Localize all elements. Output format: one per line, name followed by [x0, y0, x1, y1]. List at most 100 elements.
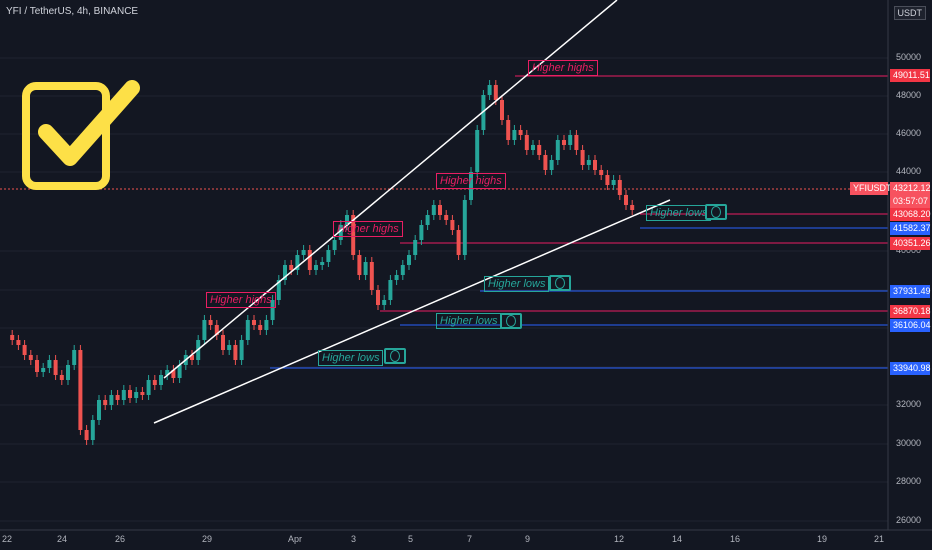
candle-body: [270, 300, 275, 320]
candle-body: [531, 145, 535, 150]
countdown-tag: 03:57:07: [890, 195, 930, 208]
price-label: 44000: [896, 166, 922, 176]
time-label: 5: [408, 534, 414, 544]
higher-lows-label[interactable]: Higher lows: [318, 350, 384, 366]
candle-body: [109, 395, 114, 405]
candle-body: [376, 290, 380, 305]
candle-body: [512, 130, 517, 140]
price-tag: 37931.49: [890, 285, 931, 298]
candle-body: [159, 375, 163, 385]
last-price-tag: 43212.12: [890, 182, 931, 195]
candle-body: [66, 365, 70, 380]
candle-body: [543, 155, 548, 170]
candle-body: [252, 320, 256, 325]
candle-body: [369, 262, 374, 290]
currency-badge[interactable]: USDT: [893, 6, 926, 20]
candle-body: [84, 430, 89, 440]
candle-body: [140, 392, 145, 395]
candle-body: [134, 392, 139, 398]
candle-body: [295, 255, 300, 270]
candle-body: [574, 135, 579, 150]
candle-body: [214, 325, 219, 335]
higher-highs-label[interactable]: Higher highs: [436, 173, 506, 189]
candle-body: [264, 320, 269, 330]
time-label: 3: [351, 534, 357, 544]
candle-body: [518, 130, 523, 135]
candle-body: [314, 265, 318, 270]
price-label: 40000: [896, 245, 922, 255]
candle-body: [227, 345, 232, 350]
symbol-title: YFI / TetherUS, 4h, BINANCE: [6, 6, 139, 17]
candle-body: [357, 255, 362, 275]
candle-body: [289, 265, 294, 270]
higher-highs-label[interactable]: Higher highs: [206, 292, 276, 308]
horizontal-levels: [0, 75, 888, 369]
candle-body: [407, 255, 411, 265]
candle-body: [462, 200, 467, 255]
upper-trendline[interactable]: [163, 0, 618, 379]
time-label: 22: [2, 534, 13, 544]
candle-body: [469, 172, 473, 200]
time-label: 7: [467, 534, 473, 544]
candle-body: [605, 175, 610, 185]
candle-body: [47, 360, 52, 368]
candle-body: [128, 390, 132, 398]
symbol-tag: YFIUSDT: [850, 182, 892, 195]
candle-body: [276, 280, 281, 300]
lower-trendline[interactable]: [153, 199, 671, 424]
candle-body: [307, 250, 312, 270]
candle-body: [10, 335, 15, 340]
candle-body: [425, 215, 430, 225]
check-icon: [22, 80, 140, 190]
candle-body: [121, 390, 126, 400]
time-label: 29: [202, 534, 213, 544]
candle-body: [487, 85, 492, 95]
candle-body: [593, 160, 597, 170]
higher-highs-label[interactable]: Higher highs: [528, 60, 598, 76]
candle-body: [115, 395, 120, 400]
candle-body: [171, 370, 176, 378]
candle-body: [524, 135, 529, 150]
money-icon: [549, 275, 571, 291]
candle-body: [208, 320, 213, 325]
price-label: 30000: [896, 438, 922, 448]
price-tag: 49011.51: [890, 69, 930, 82]
candle-body: [493, 85, 498, 100]
candle-body: [382, 300, 387, 305]
candle-body: [500, 100, 504, 120]
candle-body: [152, 380, 157, 385]
time-label: 12: [614, 534, 625, 544]
time-label: 9: [525, 534, 531, 544]
candle-body: [351, 215, 356, 255]
candle-body: [438, 205, 442, 215]
candle-body: [419, 225, 424, 240]
candle-body: [258, 325, 263, 330]
price-tag: 33940.98: [890, 362, 931, 375]
candle-body: [580, 150, 585, 165]
candle-body: [450, 220, 455, 230]
candle-body: [338, 225, 343, 240]
candle-body: [35, 360, 39, 372]
price-label: 32000: [896, 399, 922, 409]
candle-body: [202, 320, 207, 340]
candle-body: [586, 160, 591, 165]
candle-body: [301, 250, 306, 255]
candle-body: [617, 180, 622, 195]
price-label: 28000: [896, 476, 922, 486]
candle-body: [22, 345, 27, 355]
higher-lows-label[interactable]: Higher lows: [484, 276, 550, 292]
candle-body: [481, 95, 486, 130]
higher-lows-label[interactable]: Higher lows: [436, 313, 502, 329]
higher-highs-label[interactable]: Higher highs: [333, 221, 403, 237]
candle-body: [190, 355, 194, 360]
candle-body: [326, 250, 331, 262]
candle-body: [78, 350, 83, 430]
time-label: 19: [817, 534, 828, 544]
price-tag: 43068.20: [890, 208, 931, 221]
grid-lines: [0, 57, 888, 522]
time-label: 14: [672, 534, 683, 544]
candle-body: [165, 370, 170, 375]
higher-lows-label[interactable]: Higher lows: [646, 205, 712, 221]
candle-body: [537, 145, 542, 155]
